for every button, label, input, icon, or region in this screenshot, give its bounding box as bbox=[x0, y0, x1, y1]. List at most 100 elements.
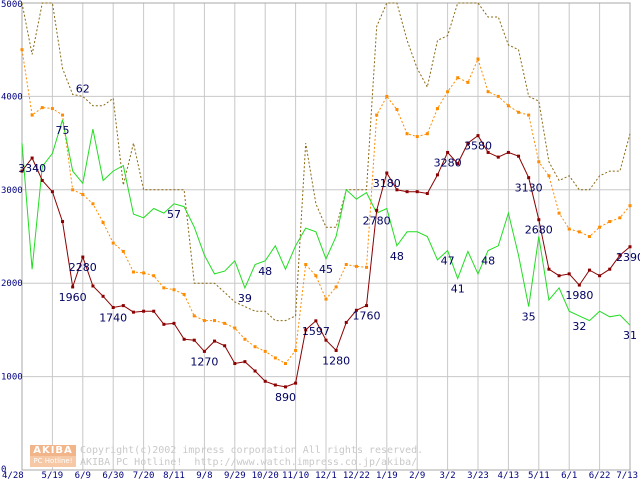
data-point bbox=[456, 76, 460, 80]
data-label: 1597 bbox=[302, 325, 330, 338]
series-lines bbox=[20, 2, 632, 389]
x-tick-label: 6/30 bbox=[102, 471, 124, 480]
data-point bbox=[365, 304, 369, 308]
data-point bbox=[192, 338, 196, 342]
data-point bbox=[344, 263, 348, 267]
x-axis-ticks: 4/28 5/19 6/9 6/30 7/20 8/11 9/8 9/29 10/20 11/10… bbox=[2, 471, 638, 480]
data-point bbox=[435, 107, 439, 111]
data-point bbox=[385, 171, 389, 175]
data-point bbox=[50, 190, 54, 194]
data-label: 39 bbox=[238, 292, 252, 305]
data-point bbox=[628, 204, 632, 208]
data-point bbox=[415, 190, 419, 194]
data-label: 1960 bbox=[59, 291, 87, 304]
x-tick-label: 11/10 bbox=[282, 471, 309, 480]
data-point bbox=[263, 349, 267, 353]
data-point bbox=[334, 285, 338, 289]
data-point bbox=[466, 80, 470, 84]
x-tick-label: 8/11 bbox=[163, 471, 185, 480]
data-point bbox=[577, 283, 581, 287]
logo-bottom-text: PC Hotline! bbox=[30, 456, 76, 467]
data-point bbox=[598, 225, 602, 229]
data-point bbox=[162, 322, 166, 326]
data-point bbox=[435, 173, 439, 177]
data-point bbox=[263, 379, 267, 383]
data-label: 1760 bbox=[353, 310, 381, 323]
data-point bbox=[354, 308, 358, 312]
data-label: 1980 bbox=[565, 289, 593, 302]
data-label: 890 bbox=[275, 391, 296, 404]
data-point bbox=[587, 268, 591, 272]
data-label: 2780 bbox=[363, 214, 391, 227]
data-point bbox=[172, 288, 176, 292]
plot-frame bbox=[21, 2, 631, 471]
data-label: 1270 bbox=[190, 355, 218, 368]
data-point bbox=[517, 110, 521, 114]
data-label: 48 bbox=[481, 255, 495, 268]
x-tick-label: 4/28 bbox=[2, 471, 24, 480]
y-tick-label: 0 bbox=[1, 465, 6, 475]
series-line-2 bbox=[21, 2, 631, 322]
logo-top-text: AKIBA bbox=[30, 445, 76, 456]
data-point bbox=[142, 271, 146, 275]
x-tick-label: 9/29 bbox=[224, 471, 246, 480]
data-point bbox=[506, 150, 510, 154]
data-point bbox=[20, 48, 24, 52]
data-point bbox=[577, 230, 581, 234]
data-point bbox=[243, 360, 247, 364]
data-label: 3580 bbox=[464, 140, 492, 153]
data-point bbox=[608, 220, 612, 224]
data-point bbox=[233, 326, 237, 330]
data-point bbox=[547, 267, 551, 271]
data-point bbox=[415, 135, 419, 139]
x-tick-label: 4/13 bbox=[498, 471, 520, 480]
data-point bbox=[486, 90, 490, 94]
data-point bbox=[142, 309, 146, 313]
x-tick-label: 6/9 bbox=[75, 471, 91, 480]
data-point bbox=[20, 169, 24, 173]
data-label: 2280 bbox=[69, 261, 97, 274]
data-point bbox=[243, 337, 247, 341]
data-label: 3280 bbox=[434, 156, 462, 169]
copyright-notice: Copyright(c)2002 impress corporation All… bbox=[80, 445, 423, 469]
data-point bbox=[294, 348, 298, 352]
data-point bbox=[405, 132, 409, 136]
data-point bbox=[61, 113, 65, 117]
x-tick-label: 6/1 bbox=[561, 471, 577, 480]
data-point bbox=[253, 345, 257, 349]
data-label: 2680 bbox=[525, 224, 553, 237]
data-point bbox=[608, 267, 612, 271]
data-point bbox=[81, 192, 85, 196]
data-point bbox=[91, 284, 95, 288]
data-point bbox=[213, 339, 217, 343]
data-point bbox=[273, 356, 277, 360]
data-point bbox=[71, 188, 75, 192]
data-point bbox=[314, 319, 318, 323]
x-tick-label: 5/11 bbox=[528, 471, 550, 480]
x-tick-label: 2/9 bbox=[409, 471, 425, 480]
data-point bbox=[131, 270, 135, 274]
data-point bbox=[365, 265, 369, 269]
data-point bbox=[344, 320, 348, 324]
data-label: 31 bbox=[623, 329, 637, 342]
data-point bbox=[557, 211, 561, 215]
data-point bbox=[324, 338, 328, 342]
data-point bbox=[101, 220, 105, 224]
data-point bbox=[567, 227, 571, 231]
x-tick-label: 1/19 bbox=[376, 471, 398, 480]
data-point bbox=[375, 208, 379, 212]
data-point bbox=[425, 192, 429, 196]
copyright-line-1: Copyright(c)2002 impress corporation All… bbox=[80, 445, 424, 456]
y-tick-label: 3000 bbox=[1, 186, 23, 196]
data-point bbox=[30, 156, 34, 160]
data-label: 3340 bbox=[18, 162, 46, 175]
x-tick-label: 3/23 bbox=[467, 471, 489, 480]
data-point bbox=[152, 309, 156, 313]
data-point bbox=[618, 216, 622, 220]
data-point bbox=[81, 255, 85, 259]
data-point bbox=[486, 150, 490, 154]
data-point bbox=[618, 253, 622, 257]
data-point bbox=[557, 274, 561, 278]
y-tick-label: 5000 bbox=[1, 0, 23, 10]
